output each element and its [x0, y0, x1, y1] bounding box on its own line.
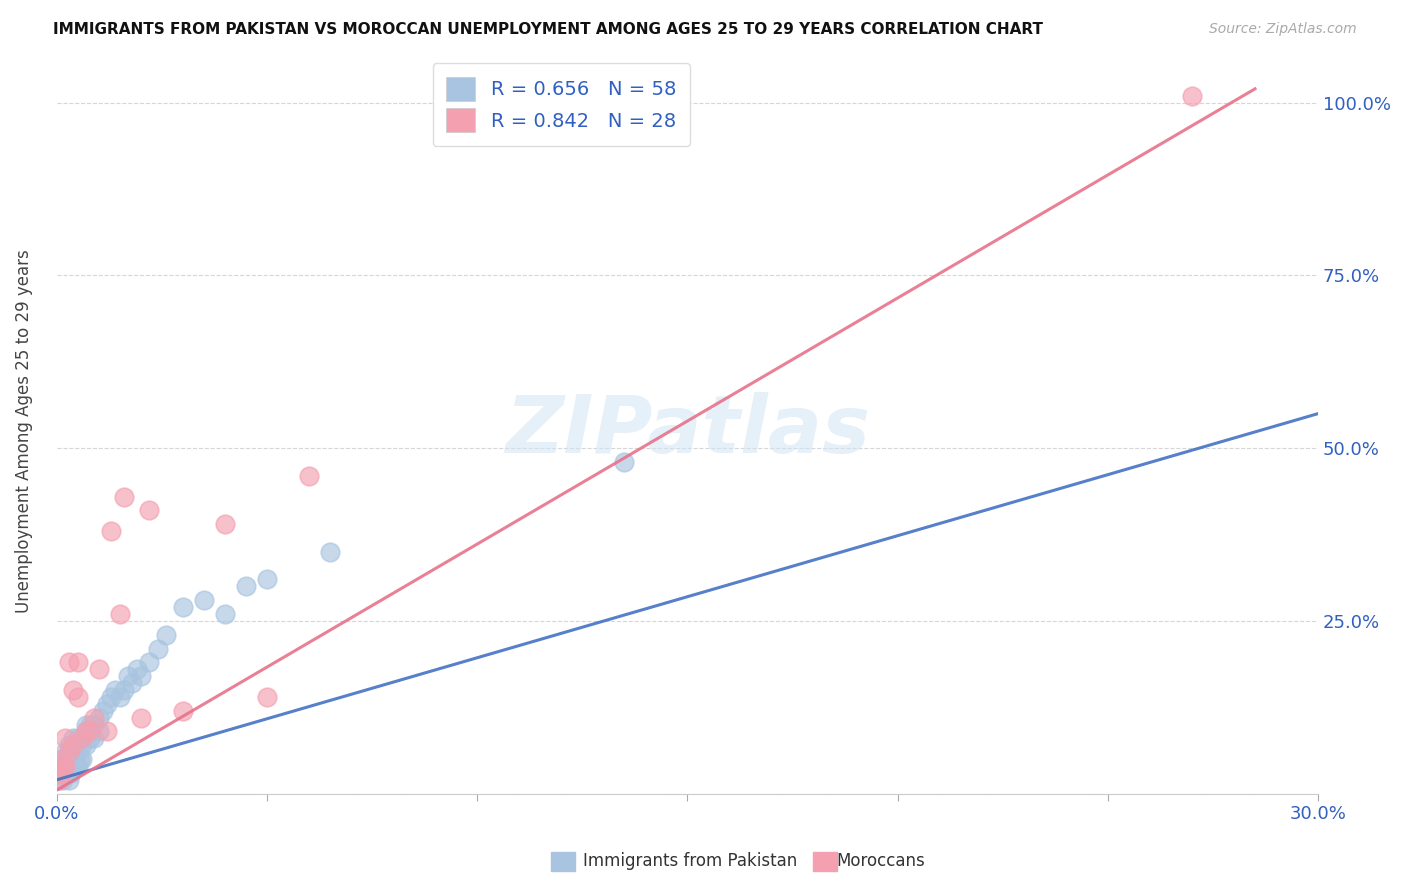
Point [256, 573, 278, 587]
Point [49, 766, 72, 780]
Point [53, 759, 76, 773]
Point [60, 752, 83, 766]
Point [66, 745, 89, 759]
Point [52, 752, 75, 766]
Point [83, 711, 105, 725]
Point [117, 669, 139, 683]
Text: Source: ZipAtlas.com: Source: ZipAtlas.com [1209, 22, 1357, 37]
Point [83, 731, 105, 746]
Point [235, 579, 257, 593]
Point [100, 690, 122, 704]
Y-axis label: Unemployment Among Ages 25 to 29 years: Unemployment Among Ages 25 to 29 years [15, 249, 32, 613]
Point [75, 724, 97, 739]
Point [70, 752, 93, 766]
Point [56, 752, 79, 766]
Point [155, 628, 177, 642]
Point [172, 600, 194, 615]
Text: ZIPatlas: ZIPatlas [505, 392, 870, 470]
Point [108, 607, 131, 621]
Point [62, 739, 84, 753]
Point [65, 759, 87, 773]
Point [96, 724, 118, 739]
Point [100, 524, 122, 538]
Point [87, 711, 110, 725]
Point [53, 759, 76, 773]
Point [87, 662, 110, 676]
Point [53, 745, 76, 759]
Point [138, 503, 160, 517]
Point [70, 731, 93, 746]
Point [58, 759, 80, 773]
Point [298, 468, 321, 483]
Point [66, 656, 89, 670]
Point [214, 607, 236, 621]
Point [104, 683, 127, 698]
Point [121, 676, 143, 690]
Point [108, 690, 131, 704]
Point [52, 772, 75, 787]
Point [75, 739, 97, 753]
Point [70, 739, 93, 753]
Point [214, 517, 236, 532]
Point [49, 752, 72, 766]
Point [58, 772, 80, 787]
Point [125, 662, 148, 676]
Point [48, 772, 70, 787]
Point [69, 752, 91, 766]
Point [129, 669, 152, 683]
Point [79, 717, 101, 731]
Point [138, 656, 160, 670]
Point [66, 759, 89, 773]
Point [56, 766, 79, 780]
Point [62, 731, 84, 746]
Legend: R = 0.656   N = 58, R = 0.842   N = 28: R = 0.656 N = 58, R = 0.842 N = 28 [433, 63, 690, 145]
Point [613, 455, 636, 469]
Point [58, 745, 80, 759]
Point [62, 683, 84, 698]
Point [49, 766, 72, 780]
Point [172, 704, 194, 718]
Point [66, 731, 89, 746]
Point [96, 697, 118, 711]
Point [48, 772, 70, 787]
Point [66, 690, 89, 704]
Point [146, 641, 169, 656]
Point [60, 766, 83, 780]
Point [256, 690, 278, 704]
Point [193, 593, 215, 607]
Text: Moroccans: Moroccans [837, 852, 925, 870]
Point [58, 656, 80, 670]
Point [75, 717, 97, 731]
Point [79, 731, 101, 746]
Point [112, 490, 135, 504]
Point [1181, 88, 1204, 103]
Point [87, 724, 110, 739]
Point [91, 704, 114, 718]
Point [53, 766, 76, 780]
Point [112, 683, 135, 698]
Point [65, 745, 87, 759]
Point [53, 731, 76, 746]
Point [52, 759, 75, 773]
Point [70, 731, 93, 746]
Point [49, 759, 72, 773]
Point [62, 752, 84, 766]
Point [58, 745, 80, 759]
Text: Immigrants from Pakistan: Immigrants from Pakistan [583, 852, 797, 870]
Point [319, 545, 342, 559]
Point [58, 739, 80, 753]
Point [83, 717, 105, 731]
Point [62, 739, 84, 753]
Point [62, 759, 84, 773]
Text: IMMIGRANTS FROM PAKISTAN VS MOROCCAN UNEMPLOYMENT AMONG AGES 25 TO 29 YEARS CORR: IMMIGRANTS FROM PAKISTAN VS MOROCCAN UNE… [53, 22, 1043, 37]
Point [129, 711, 152, 725]
Point [79, 724, 101, 739]
Point [75, 724, 97, 739]
